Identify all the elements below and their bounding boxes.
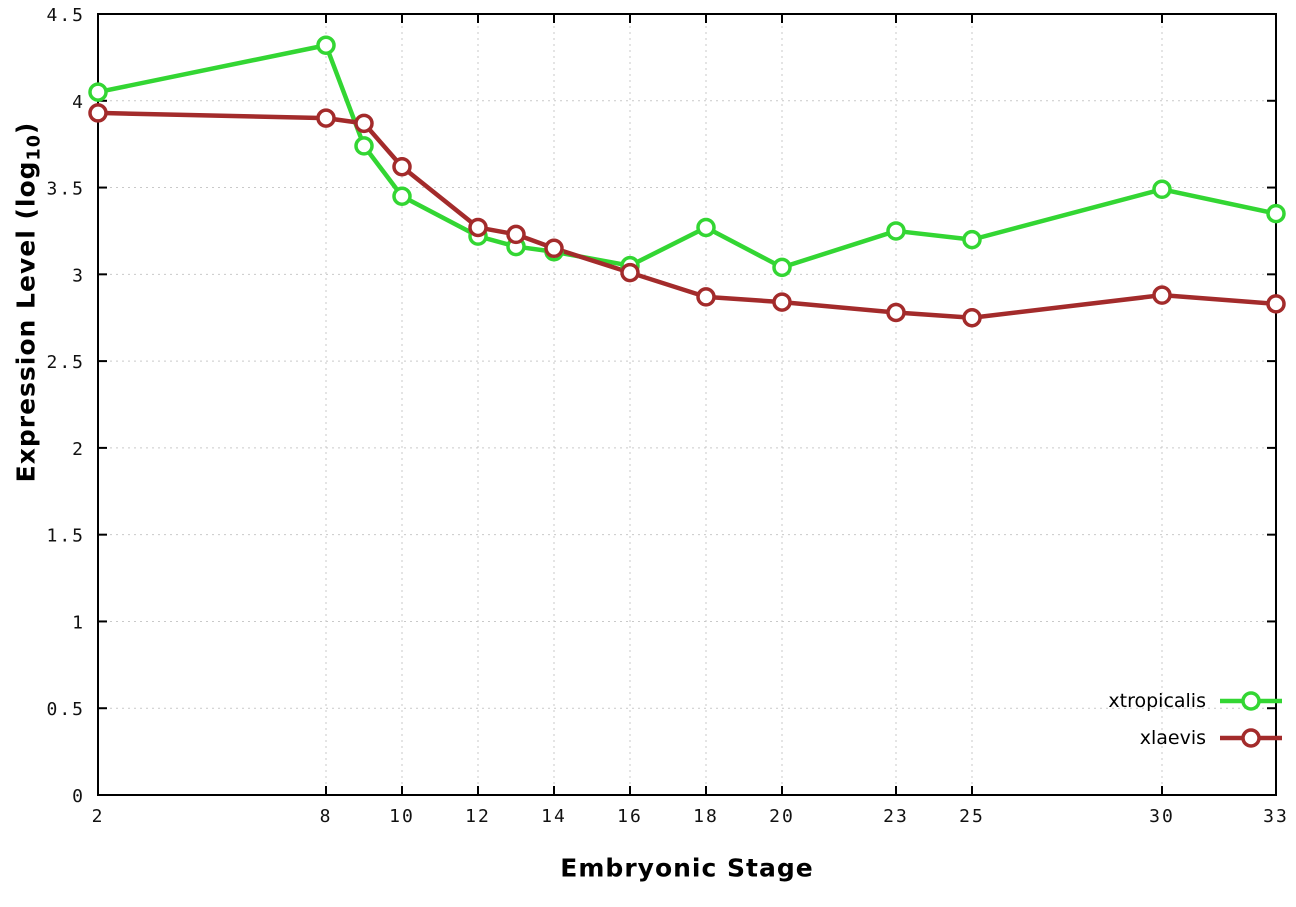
svg-text:3.5: 3.5 (46, 179, 85, 200)
svg-text:1: 1 (72, 612, 85, 633)
legend-sample-xlaevis-icon (1220, 727, 1282, 748)
svg-text:4: 4 (72, 92, 85, 113)
svg-text:20: 20 (769, 806, 795, 827)
legend-label-xtropicalis: xtropicalis (1108, 689, 1206, 712)
svg-text:0.5: 0.5 (46, 699, 85, 720)
svg-text:23: 23 (883, 806, 909, 827)
legend-item-xlaevis: xlaevis (1108, 719, 1284, 756)
y-axis-label-close: ) (11, 121, 41, 135)
svg-text:30: 30 (1149, 806, 1175, 827)
y-axis-label-subscript: 10 (24, 134, 45, 161)
y-axis-label-text: Expression Level (log (11, 160, 41, 483)
y-axis-label: Expression Level (log10) (11, 121, 45, 483)
legend-label-xlaevis: xlaevis (1139, 726, 1206, 749)
svg-text:14: 14 (541, 806, 567, 827)
x-axis-label: Embryonic Stage (560, 853, 814, 883)
svg-text:2: 2 (72, 439, 85, 460)
svg-text:33: 33 (1263, 806, 1289, 827)
svg-text:2.5: 2.5 (46, 352, 85, 373)
svg-text:4.5: 4.5 (46, 5, 85, 26)
legend-sample-xtropicalis-icon (1220, 690, 1282, 711)
svg-text:1.5: 1.5 (46, 526, 85, 547)
svg-text:16: 16 (617, 806, 643, 827)
svg-text:10: 10 (389, 806, 415, 827)
svg-text:0: 0 (72, 786, 85, 807)
svg-text:8: 8 (320, 806, 333, 827)
legend-item-xtropicalis: xtropicalis (1108, 682, 1284, 719)
svg-text:2: 2 (92, 806, 105, 827)
svg-text:3: 3 (72, 265, 85, 286)
svg-text:25: 25 (959, 806, 985, 827)
svg-text:18: 18 (693, 806, 719, 827)
legend: xtropicalis xlaevis (1108, 682, 1284, 756)
svg-text:12: 12 (465, 806, 491, 827)
